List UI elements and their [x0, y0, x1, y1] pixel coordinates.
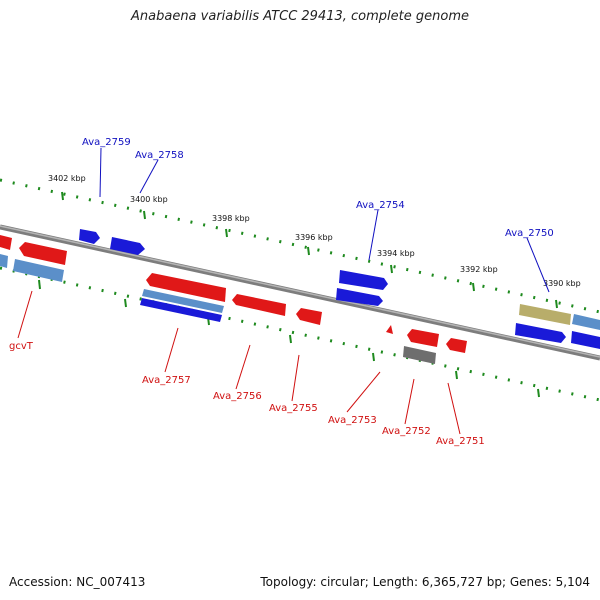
- gene-arrow-left-edge[interactable]: [0, 235, 12, 250]
- gene-arrow-ava2754[interactable]: [339, 270, 388, 290]
- ruler-label: 3398 kbp: [212, 214, 250, 223]
- ruler-label: 3390 kbp: [543, 279, 581, 288]
- genome-backbone: [0, 224, 600, 361]
- gene-block-rna[interactable]: [572, 314, 600, 330]
- ruler-lower-dots: [0, 266, 600, 402]
- rna-genes: [0, 254, 600, 330]
- gene-label[interactable]: Ava_2754: [356, 200, 405, 211]
- accession-text: Accession: NC_007413: [9, 575, 146, 589]
- ruler-label: 3402 kbp: [48, 174, 86, 183]
- gene-label[interactable]: Ava_2750: [505, 228, 554, 239]
- gene-arrow-ava2759[interactable]: [79, 229, 100, 244]
- gene-label[interactable]: Ava_2759: [82, 137, 131, 148]
- ruler-label: 3394 kbp: [377, 249, 415, 258]
- gene-arrow-ava2758[interactable]: [110, 237, 145, 255]
- forward-genes: [79, 229, 600, 349]
- gene-block-pseudo[interactable]: [519, 304, 571, 325]
- genome-summary-text: Topology: circular; Length: 6,365,727 bp…: [260, 575, 590, 589]
- gene-arrow-ava2752[interactable]: [407, 329, 439, 347]
- gene-arrow-ava2755[interactable]: [296, 308, 322, 325]
- forward-gene-labels: Ava_2759 Ava_2758 Ava_2754 Ava_2750: [82, 137, 554, 293]
- gene-label[interactable]: Ava_2758: [135, 150, 184, 161]
- gene-label[interactable]: Ava_2756: [213, 391, 262, 402]
- gene-arrow-ava2751[interactable]: [446, 338, 467, 353]
- gene-label[interactable]: Ava_2752: [382, 426, 431, 437]
- gene-arrow-forward-lower[interactable]: [140, 298, 222, 322]
- gene-arrow-ava2753[interactable]: [386, 325, 393, 334]
- gene-label[interactable]: gcvT: [9, 341, 34, 352]
- gene-arrow-red-1[interactable]: [19, 242, 67, 265]
- ruler-major-ticks: [38, 191, 558, 398]
- ruler-label: 3396 kbp: [295, 233, 333, 242]
- gene-arrow-ava2754b[interactable]: [336, 288, 383, 306]
- gene-block-rna[interactable]: [13, 259, 64, 282]
- ruler-label: 3392 kbp: [460, 265, 498, 274]
- gene-label[interactable]: Ava_2753: [328, 415, 377, 426]
- gene-arrow-ava2756[interactable]: [232, 294, 286, 316]
- gene-arrow-ava2750[interactable]: [515, 323, 566, 343]
- gene-label[interactable]: Ava_2757: [142, 375, 191, 386]
- gene-arrow-forward-edge[interactable]: [571, 331, 600, 349]
- reverse-gene-labels: gcvT Ava_2757 Ava_2756 Ava_2755 Ava_2753…: [9, 290, 485, 447]
- gene-block-rna[interactable]: [0, 254, 8, 268]
- reverse-genes: [0, 235, 467, 353]
- gene-label[interactable]: Ava_2755: [269, 403, 318, 414]
- gene-arrow-ava2757[interactable]: [146, 273, 226, 302]
- gene-label[interactable]: Ava_2751: [436, 436, 485, 447]
- gene-block-other[interactable]: [403, 346, 436, 364]
- ruler-label: 3400 kbp: [130, 195, 168, 204]
- map-title: Anabaena variabilis ATCC 29413, complete…: [131, 9, 469, 24]
- gene-block-rna[interactable]: [142, 289, 224, 313]
